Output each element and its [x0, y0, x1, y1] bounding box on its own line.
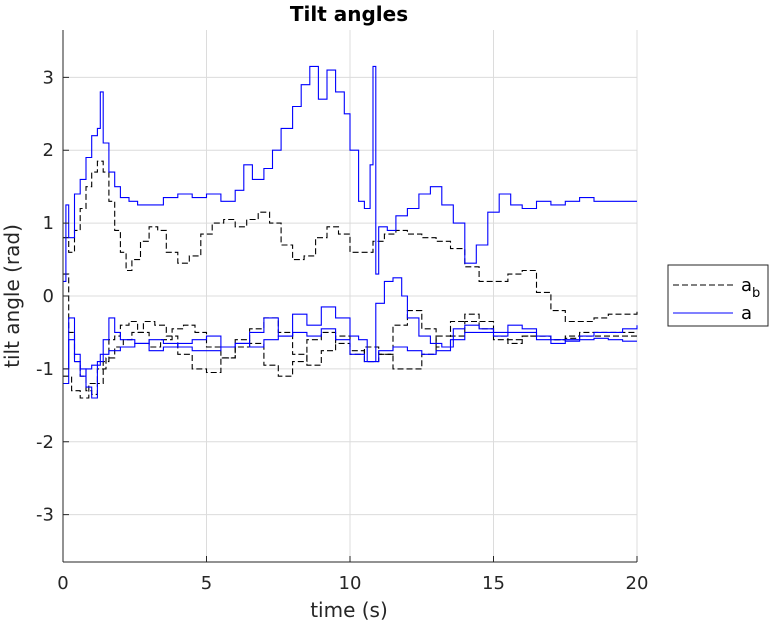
legend: aba — [667, 264, 769, 327]
y-tick-label: 3 — [43, 67, 54, 88]
y-axis-label: tilt angle (rad) — [0, 224, 24, 368]
chart-title: Tilt angles — [290, 2, 408, 26]
series-a-line-4 — [63, 277, 638, 399]
y-tick-label: 0 — [43, 286, 54, 307]
y-tick-label: 1 — [43, 213, 54, 234]
y-tick-label: 2 — [43, 140, 54, 161]
series-a-line-3 — [63, 65, 637, 282]
y-tick-label: -2 — [36, 432, 54, 453]
x-tick-label: 15 — [482, 573, 505, 594]
series-a-b-line-2 — [63, 313, 637, 399]
y-tick-label: -1 — [36, 359, 54, 380]
series-a-line-5 — [63, 328, 637, 377]
legend-label-0: ab — [741, 275, 760, 301]
legend-label-1: a — [741, 303, 752, 324]
tick-labels: 0 5 10 15 20 -3 -2 -1 0 1 2 3 — [36, 67, 648, 594]
plot-area — [63, 65, 638, 399]
series-a-b-line-0 — [63, 160, 638, 323]
y-tick-label: -3 — [36, 505, 54, 526]
x-tick-label: 5 — [201, 573, 212, 594]
x-tick-label: 0 — [57, 573, 68, 594]
x-axis-label: time (s) — [310, 598, 388, 622]
legend-box — [667, 264, 769, 327]
x-tick-label: 10 — [339, 573, 362, 594]
x-tick-label: 20 — [626, 573, 649, 594]
